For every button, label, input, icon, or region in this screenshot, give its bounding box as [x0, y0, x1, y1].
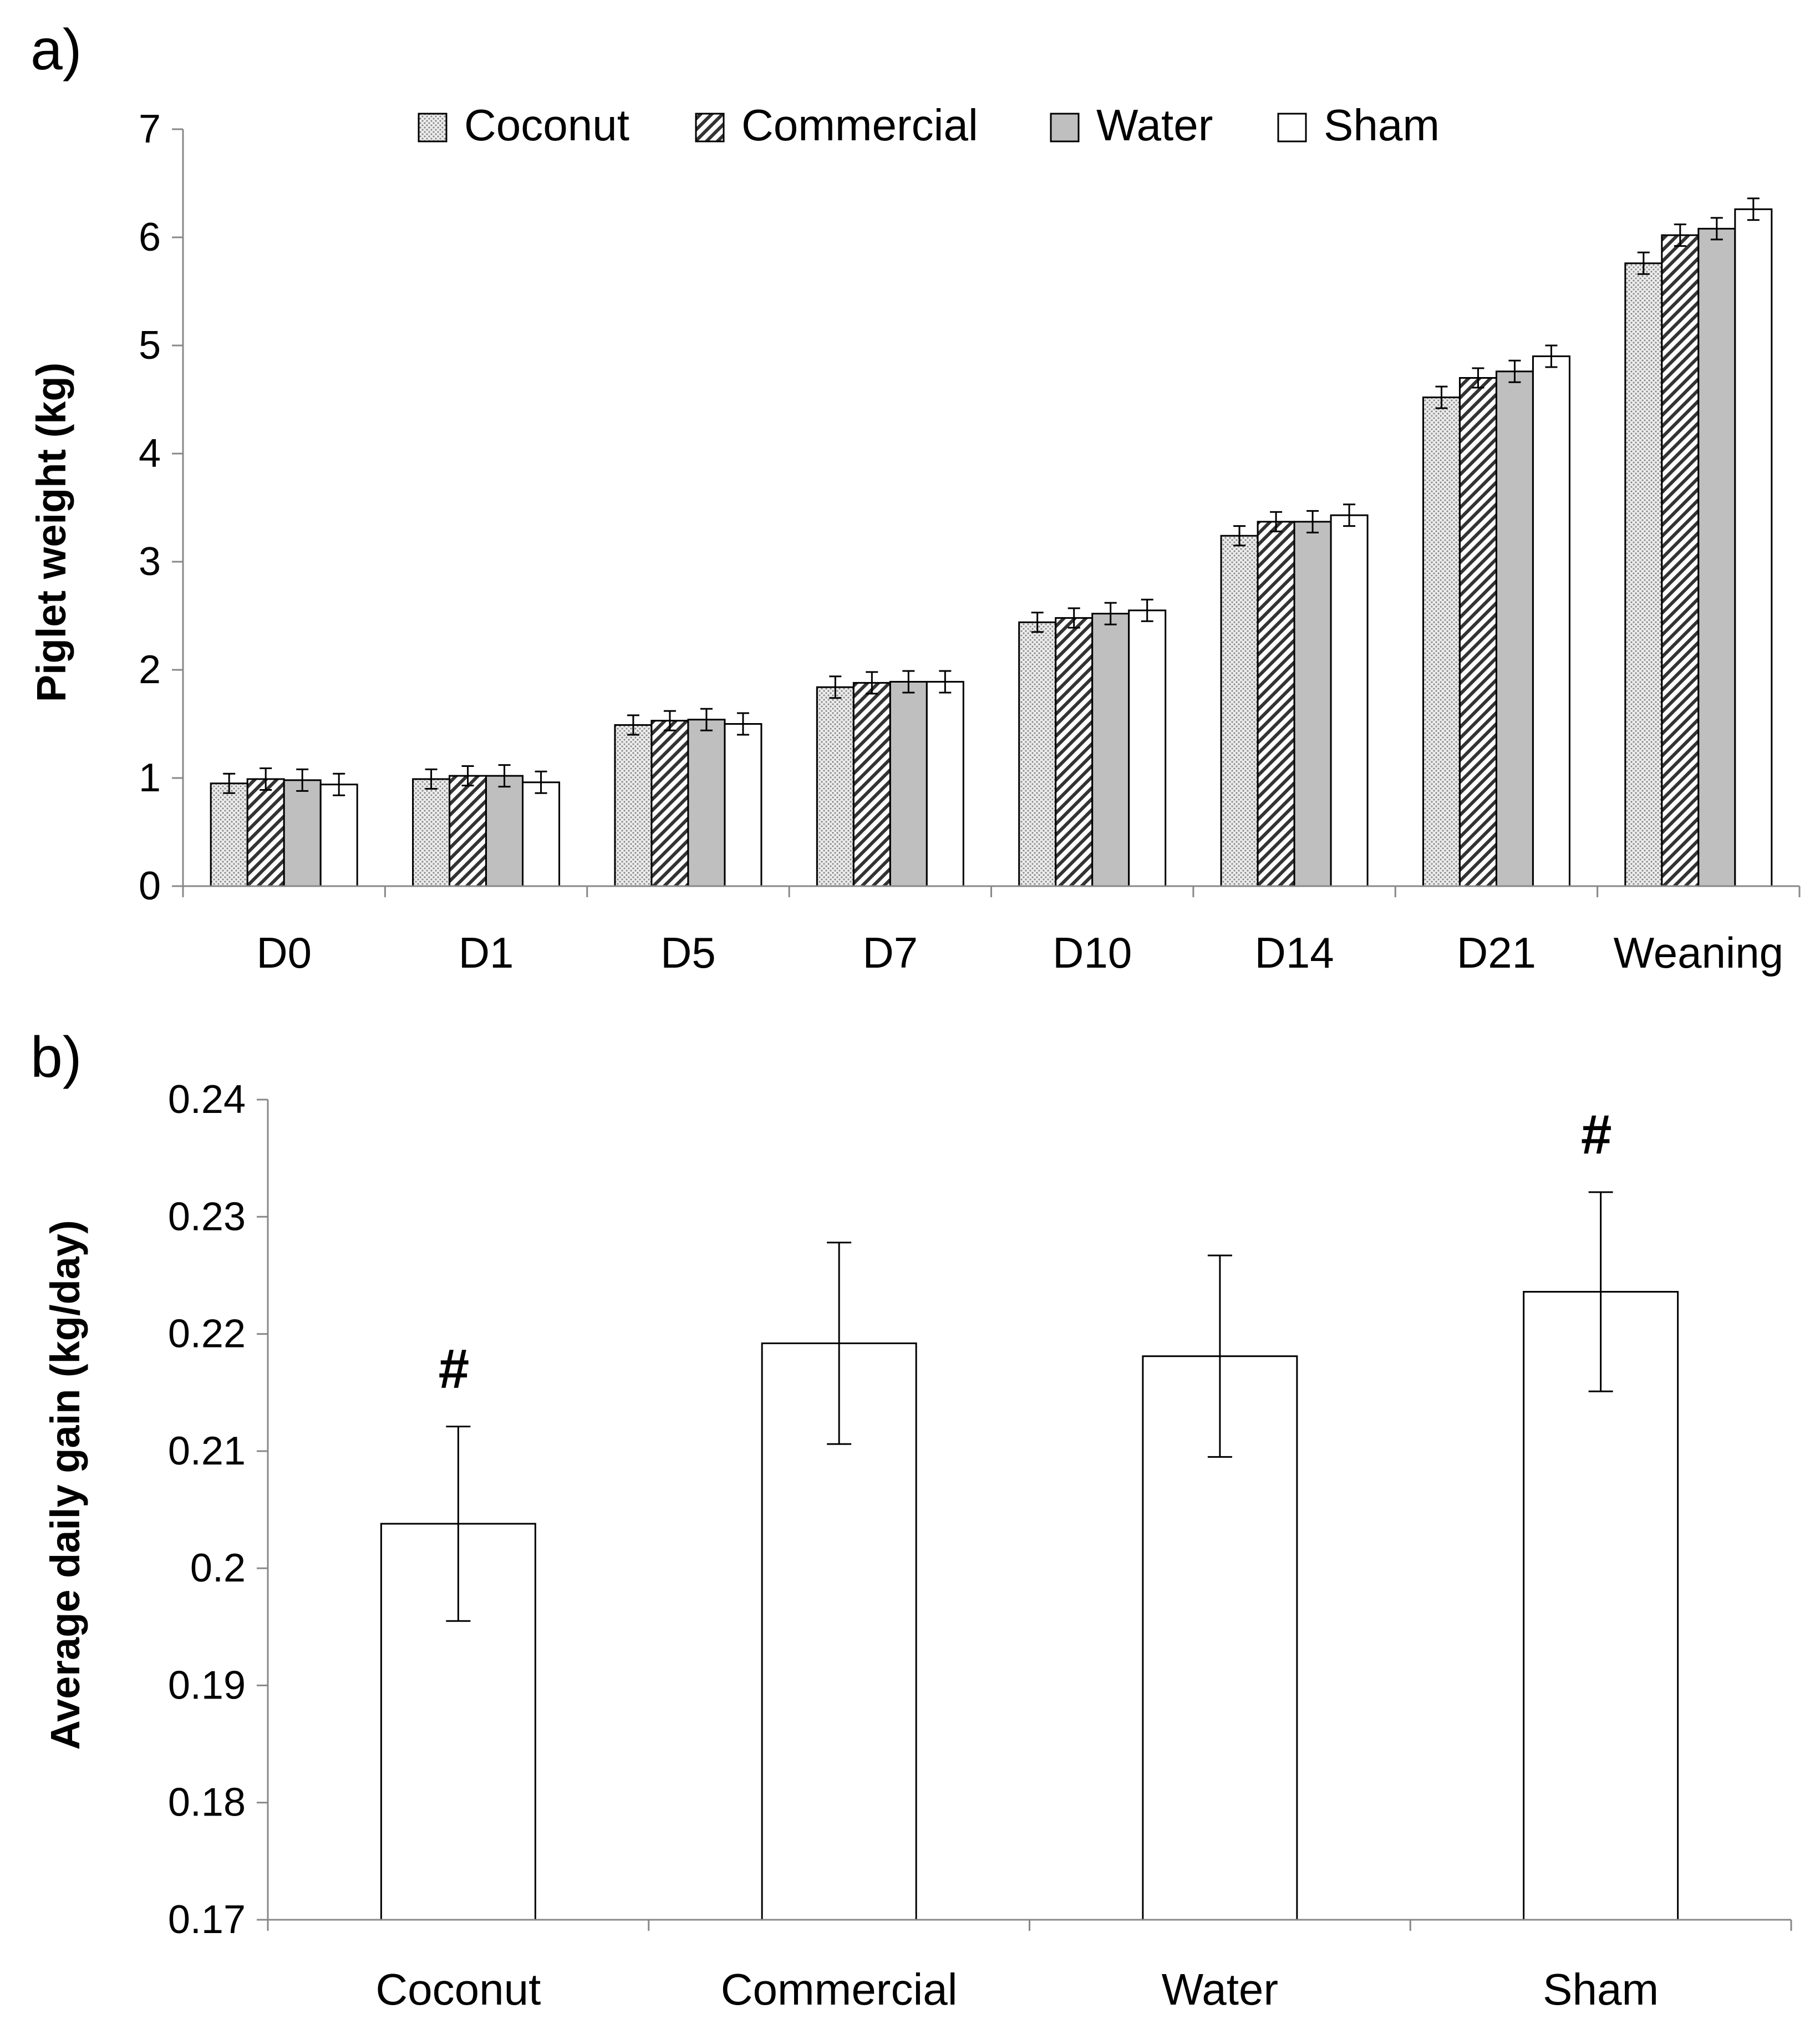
bar	[724, 723, 762, 887]
x-tick-label: D10	[1053, 928, 1132, 977]
y-tick-label: 2	[139, 648, 161, 692]
y-tick-label: 7	[139, 107, 161, 151]
bar	[1458, 377, 1497, 887]
bar	[412, 778, 451, 887]
bar	[687, 719, 726, 887]
y-tick-label: 3	[139, 540, 161, 584]
y-tick-label: 0.2	[190, 1546, 246, 1590]
bar	[1257, 521, 1295, 887]
significance-marker: #	[1581, 1104, 1612, 1166]
bar	[283, 779, 322, 887]
bar	[1734, 208, 1773, 887]
panel-a: a) Piglet weight (kg) Coconut Commercial W…	[28, 18, 1801, 977]
legend-swatch	[1277, 113, 1307, 143]
panel-b-y-axis-label: Average daily gain (kg/day)	[42, 1220, 88, 1750]
legend-swatch	[418, 113, 448, 143]
bar	[449, 775, 487, 887]
y-tick-label: 5	[139, 323, 161, 368]
bar	[1661, 234, 1700, 887]
bar	[246, 778, 285, 887]
bar	[1523, 1291, 1679, 1921]
y-tick-label: 0.18	[168, 1781, 246, 1825]
y-tick-label: 0.17	[168, 1898, 246, 1942]
bar	[1330, 514, 1369, 887]
bar	[1018, 621, 1057, 887]
legend-swatch	[1050, 113, 1080, 143]
x-tick-label: D5	[660, 928, 716, 977]
legend-label: Coconut	[464, 100, 629, 150]
bar	[485, 775, 524, 887]
bar	[650, 720, 689, 887]
panel-a-label: a)	[30, 18, 82, 82]
bar	[1128, 609, 1167, 887]
y-tick-label: 4	[139, 431, 161, 476]
panel-a-y-axis-label: Piglet weight (kg)	[28, 363, 74, 703]
bar	[1532, 355, 1570, 887]
y-tick-label: 0.24	[168, 1077, 246, 1122]
bar	[1697, 227, 1736, 887]
x-tick-label: D21	[1457, 928, 1536, 977]
x-tick-label: D0	[256, 928, 312, 977]
x-tick-label: Weaning	[1614, 928, 1783, 977]
bar	[1091, 613, 1130, 887]
y-tick-label: 1	[139, 756, 161, 800]
x-tick-label: D14	[1255, 928, 1334, 977]
y-tick-label: 0	[139, 864, 161, 908]
y-tick-label: 0.22	[168, 1312, 246, 1356]
panel-b-plot: 0.17 0.18 0.19 0.2 0.21 0.22 0.23 0.24 # Coconut C…	[168, 1077, 1792, 2014]
legend-swatch	[695, 113, 725, 143]
bar	[1495, 370, 1534, 887]
bar	[816, 686, 855, 887]
bar	[1220, 535, 1259, 887]
bar	[1293, 521, 1332, 887]
panel-b: b) Average daily gain (kg/day) 0.170.180…	[30, 1025, 1792, 2014]
legend-label: Commercial	[741, 100, 978, 150]
x-tick-label: Water	[1162, 1965, 1278, 2014]
x-tick-label: D7	[862, 928, 918, 977]
y-tick-label: 0.19	[168, 1663, 246, 1707]
significance-marker: #	[439, 1338, 470, 1400]
bar	[210, 782, 248, 887]
bar	[1624, 262, 1663, 887]
bar	[522, 781, 561, 887]
panel-b-label: b)	[30, 1025, 82, 1090]
y-tick-label: 0.23	[168, 1194, 246, 1239]
bar	[614, 724, 653, 887]
panel-a-plot: 0 1 2 3 4 5 6 7 D0 D1 D5 D7 D10 D14 D21 Weaning	[139, 107, 1801, 977]
x-tick-label: D1	[459, 928, 514, 977]
x-tick-label: Sham	[1543, 1965, 1659, 2014]
bar	[319, 784, 358, 887]
bar	[1422, 396, 1461, 887]
y-tick-label: 6	[139, 215, 161, 260]
bar	[852, 682, 891, 887]
x-tick-label: Commercial	[721, 1965, 958, 2014]
legend-label: Water	[1096, 100, 1213, 150]
bar	[926, 680, 964, 887]
x-tick-label: Coconut	[375, 1965, 541, 2014]
panel-a-legend: Coconut Commercial Water Sham	[418, 100, 1440, 150]
bar	[1055, 617, 1094, 887]
bar	[889, 680, 928, 887]
legend-label: Sham	[1324, 100, 1440, 150]
y-tick-label: 0.21	[168, 1429, 246, 1473]
